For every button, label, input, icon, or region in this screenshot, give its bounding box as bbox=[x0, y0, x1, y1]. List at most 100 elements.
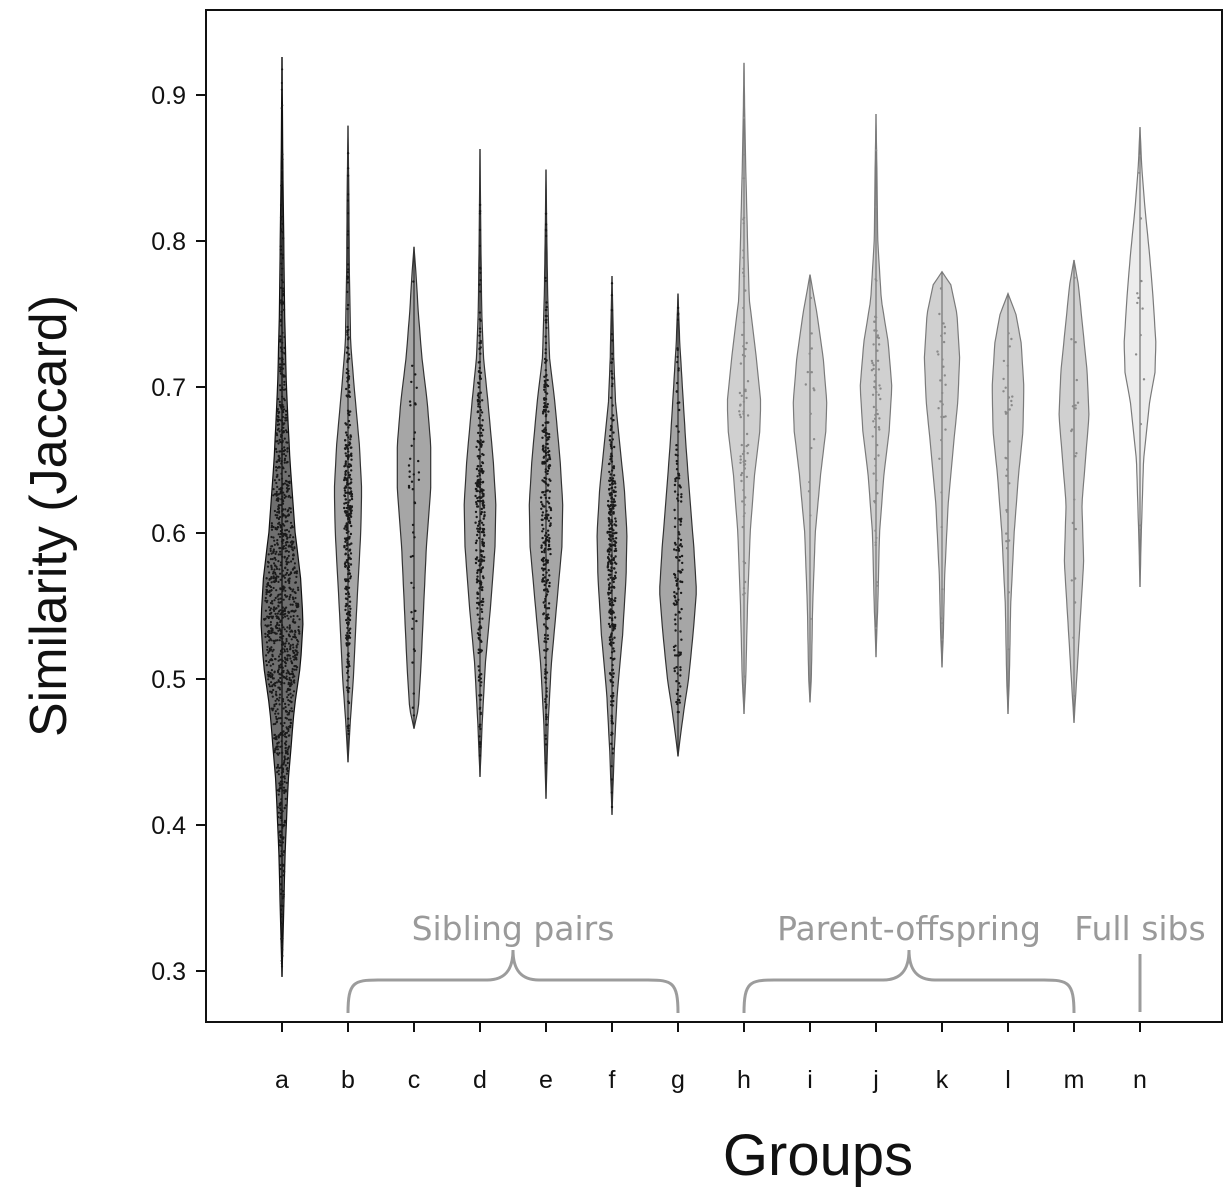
plot-frame bbox=[205, 9, 1223, 1023]
data-point-j bbox=[877, 368, 881, 371]
data-point-a bbox=[281, 724, 284, 728]
y-tick-label: 0.3 bbox=[151, 958, 186, 986]
data-point-a bbox=[265, 654, 268, 657]
data-point-b bbox=[347, 454, 350, 457]
data-point-d bbox=[480, 510, 483, 514]
data-point-a bbox=[273, 606, 276, 609]
data-point-f bbox=[614, 597, 617, 600]
data-point-g bbox=[673, 667, 676, 670]
data-point-a bbox=[294, 609, 297, 612]
data-point-i bbox=[810, 332, 813, 335]
data-point-b bbox=[345, 351, 349, 354]
data-point-f bbox=[611, 532, 615, 535]
data-point-d bbox=[476, 496, 479, 500]
data-point-a bbox=[270, 535, 273, 539]
data-point-a bbox=[275, 681, 278, 684]
data-point-a bbox=[272, 723, 275, 726]
data-point-e bbox=[543, 379, 547, 383]
data-point-a bbox=[292, 553, 295, 556]
data-point-f bbox=[610, 717, 614, 720]
data-point-a bbox=[282, 626, 285, 629]
data-point-a bbox=[287, 610, 290, 614]
data-point-a bbox=[285, 461, 288, 464]
data-point-a bbox=[268, 571, 271, 574]
data-point-d bbox=[478, 212, 482, 215]
annotation-2: Full sibs bbox=[1074, 909, 1206, 1012]
data-point-m bbox=[1070, 429, 1073, 433]
data-point-a bbox=[278, 788, 281, 791]
data-point-c bbox=[407, 484, 411, 488]
data-point-f bbox=[612, 507, 615, 510]
data-point-c bbox=[412, 473, 415, 476]
data-point-b bbox=[347, 717, 350, 720]
data-point-b bbox=[343, 494, 347, 498]
data-point-a bbox=[269, 607, 273, 610]
data-point-f bbox=[614, 571, 617, 574]
data-point-b bbox=[350, 469, 353, 472]
data-point-m bbox=[1075, 452, 1078, 455]
data-point-d bbox=[482, 506, 486, 509]
data-point-a bbox=[269, 623, 272, 626]
data-point-f bbox=[607, 488, 611, 491]
data-point-a bbox=[289, 603, 292, 606]
data-point-a bbox=[278, 568, 281, 571]
data-point-b bbox=[347, 212, 350, 215]
data-point-l bbox=[1010, 337, 1013, 341]
data-point-e bbox=[544, 361, 547, 364]
data-point-j bbox=[878, 384, 881, 387]
data-point-f bbox=[608, 610, 611, 613]
data-point-a bbox=[271, 673, 274, 676]
data-point-a bbox=[281, 356, 284, 359]
data-point-d bbox=[475, 484, 479, 487]
data-point-h bbox=[742, 222, 745, 225]
data-point-a bbox=[282, 864, 285, 867]
data-point-a bbox=[279, 525, 282, 529]
data-point-a bbox=[293, 566, 296, 569]
data-point-a bbox=[268, 632, 271, 635]
data-point-a bbox=[279, 801, 283, 804]
data-point-f bbox=[609, 473, 612, 476]
data-point-a bbox=[279, 338, 282, 341]
data-point-e bbox=[544, 743, 548, 746]
data-point-f bbox=[610, 644, 613, 647]
data-point-d bbox=[474, 521, 477, 524]
data-point-d bbox=[482, 501, 485, 504]
data-point-e bbox=[544, 734, 547, 737]
data-point-f bbox=[607, 518, 611, 521]
data-point-a bbox=[276, 493, 280, 496]
data-point-a bbox=[278, 357, 281, 360]
data-point-a bbox=[269, 558, 272, 561]
data-point-a bbox=[279, 578, 282, 581]
data-point-a bbox=[281, 535, 285, 538]
data-point-m bbox=[1070, 579, 1074, 582]
data-point-g bbox=[675, 692, 679, 696]
data-point-j bbox=[872, 364, 875, 367]
data-point-d bbox=[475, 515, 478, 519]
annotation-label-2: Full sibs bbox=[1074, 909, 1205, 948]
data-point-a bbox=[264, 599, 267, 602]
data-point-a bbox=[272, 663, 275, 666]
data-point-a bbox=[279, 883, 282, 886]
data-point-m bbox=[1074, 577, 1077, 580]
data-point-d bbox=[477, 603, 481, 606]
data-point-f bbox=[609, 503, 613, 507]
y-tick-label: 0.5 bbox=[151, 666, 186, 694]
data-point-a bbox=[277, 773, 280, 776]
data-point-e bbox=[543, 401, 546, 405]
data-point-a bbox=[293, 668, 296, 671]
data-point-j bbox=[876, 492, 879, 495]
data-point-d bbox=[478, 735, 481, 738]
data-point-g bbox=[676, 454, 679, 457]
data-point-e bbox=[544, 668, 547, 671]
data-point-h bbox=[742, 560, 745, 563]
data-point-d bbox=[476, 597, 479, 600]
x-tick-label-m: m bbox=[1064, 1066, 1085, 1094]
data-point-a bbox=[282, 613, 285, 616]
data-point-a bbox=[283, 791, 286, 795]
data-point-b bbox=[345, 513, 349, 516]
data-point-f bbox=[610, 496, 613, 499]
data-point-a bbox=[273, 670, 276, 673]
data-point-k bbox=[941, 638, 944, 641]
data-point-a bbox=[298, 630, 301, 633]
data-point-g bbox=[679, 674, 682, 677]
